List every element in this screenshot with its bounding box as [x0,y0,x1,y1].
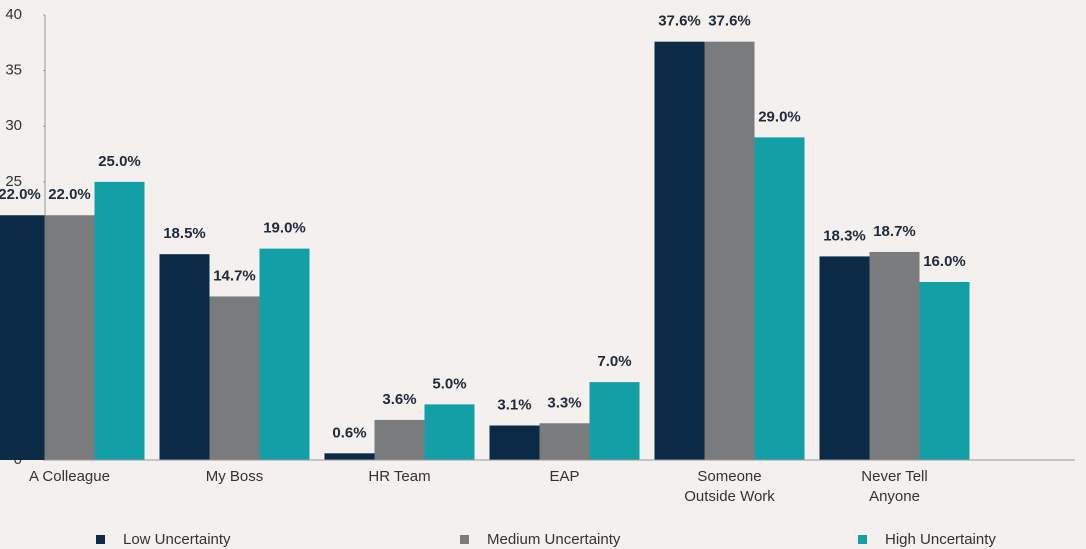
x-tick-label: Someone Outside Work [684,468,775,505]
value-label: 37.6% [708,13,751,30]
y-tick-label: 40 [5,6,22,23]
legend-swatch [858,535,867,544]
bar [424,404,475,460]
bar [159,254,210,460]
value-label: 3.6% [382,391,416,408]
bar [539,423,590,460]
x-tick-label: My Boss [205,468,264,485]
bar [654,41,705,460]
legend-label: Low Uncertainty [123,531,231,548]
bar [819,256,870,460]
value-label: 3.1% [497,396,531,413]
bar [869,251,920,460]
y-tick-label: 35 [5,62,22,79]
legend-label: High Uncertainty [885,531,996,548]
value-label: 0.6% [332,424,366,441]
value-label: 16.0% [923,253,966,270]
bar [259,248,310,460]
legend-swatch [96,535,105,544]
value-label: 37.6% [658,13,701,30]
bar [754,137,805,460]
bar [94,181,145,460]
bar [44,215,95,460]
legend-label: Medium Uncertainty [487,531,621,548]
value-label: 18.5% [163,225,206,242]
bar [489,425,540,460]
value-label: 19.0% [263,220,306,237]
bar [0,215,45,460]
x-tick-label: Never Tell Anyone [861,468,928,505]
x-tick-label: EAP [549,468,580,485]
value-label: 22.0% [0,186,41,203]
value-label: 14.7% [213,267,256,284]
bar [589,382,640,460]
bar [919,282,970,460]
x-tick-label: HR Team [368,468,431,485]
value-label: 25.0% [98,153,141,170]
value-label: 22.0% [48,186,91,203]
bar [209,296,260,460]
y-tick-label: 30 [5,117,22,134]
value-label: 18.3% [823,227,866,244]
bar [704,41,755,460]
bar [374,419,425,460]
bar [324,453,375,460]
value-label: 29.0% [758,108,801,125]
x-tick-label: A Colleague [29,468,110,485]
value-label: 7.0% [597,353,631,370]
y-tick-label: 25 [5,173,22,190]
value-label: 5.0% [432,375,466,392]
value-label: 18.7% [873,223,916,240]
value-label: 3.3% [547,394,581,411]
legend-swatch [460,535,469,544]
